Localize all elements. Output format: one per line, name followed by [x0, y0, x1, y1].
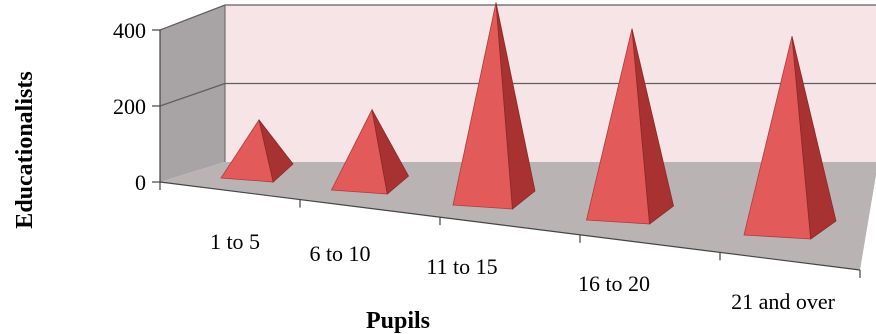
x-tick-labels: 1 to 5 6 to 10 11 to 15 16 to 20 21 and over — [210, 229, 836, 314]
chart-axes — [152, 29, 861, 278]
x-tick-label: 21 and over — [731, 289, 836, 314]
pyramid-side-face — [631, 28, 674, 225]
x-axis-title: Pupils — [366, 308, 430, 334]
pyramid-bar — [330, 108, 410, 195]
y-tick-label: 0 — [135, 170, 146, 195]
pyramid-side-face — [371, 109, 410, 195]
gridlines — [159, 4, 876, 162]
pyramid-side-face — [258, 119, 294, 183]
pyramid-side-face — [495, 2, 536, 210]
pyramid-bar — [586, 28, 674, 225]
pyramid-bar — [220, 118, 294, 183]
pyramid-bar — [743, 36, 837, 240]
y-axis-title: Educationalists — [12, 71, 38, 228]
x-tick-label: 16 to 20 — [578, 271, 650, 296]
pyramid-bar — [452, 2, 536, 210]
gridline-side-200 — [159, 82, 226, 107]
y-tick-label: 400 — [113, 18, 146, 43]
pyramid-series — [220, 2, 837, 240]
pyramid-side-face — [791, 36, 837, 240]
x-tick-label: 6 to 10 — [309, 241, 370, 266]
y-tick-labels: 0 200 400 — [113, 18, 146, 195]
y-tick-label: 200 — [113, 94, 146, 119]
x-tick-label: 1 to 5 — [210, 229, 260, 254]
side-wall — [160, 5, 225, 182]
x-tick-label: 11 to 15 — [426, 254, 497, 279]
x-axis-line — [159, 181, 861, 271]
side-wall-top-line — [159, 4, 226, 31]
